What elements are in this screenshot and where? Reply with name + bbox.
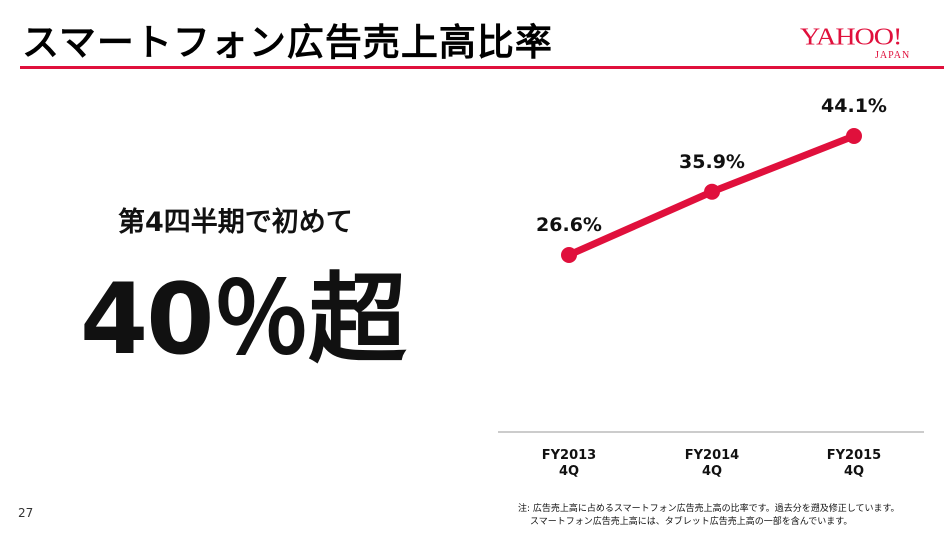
callout-headline: 40％超 [80,263,406,377]
data-point [846,128,862,144]
callout-subtitle: 第4四半期で初めて [118,207,353,238]
data-label: 44.1% [821,95,887,117]
data-label: 35.9% [679,151,745,173]
x-tick-label: FY2014 [685,448,739,463]
data-point [561,247,577,263]
yahoo-japan-logo: YAHOO! JAPAN [800,24,930,66]
page-number: 27 [18,506,34,520]
title-underline [20,66,944,69]
x-tick-label: 4Q [702,464,722,479]
logo-subtext: JAPAN [875,50,911,61]
x-tick-label: 4Q [844,464,864,479]
x-tick-label: FY2013 [542,448,596,463]
data-label: 26.6% [536,214,602,236]
page-title: スマートフォン広告売上高比率 [22,21,553,64]
data-point [704,183,720,200]
footnote-line-1: 注: 広告売上高に占めるスマートフォン広告売上高の比率です。過去分を遡及修正して… [518,504,900,514]
x-tick-label: 4Q [559,464,579,479]
logo-wordmark: YAHOO! [800,24,902,51]
footnote-line-2: スマートフォン広告売上高には、タブレット広告売上高の一部を含んでいます。 [530,517,853,527]
x-tick-label: FY2015 [827,448,881,463]
footnote: 注: 広告売上高に占めるスマートフォン広告売上高の比率です。過去分を遡及修正して… [518,503,900,529]
